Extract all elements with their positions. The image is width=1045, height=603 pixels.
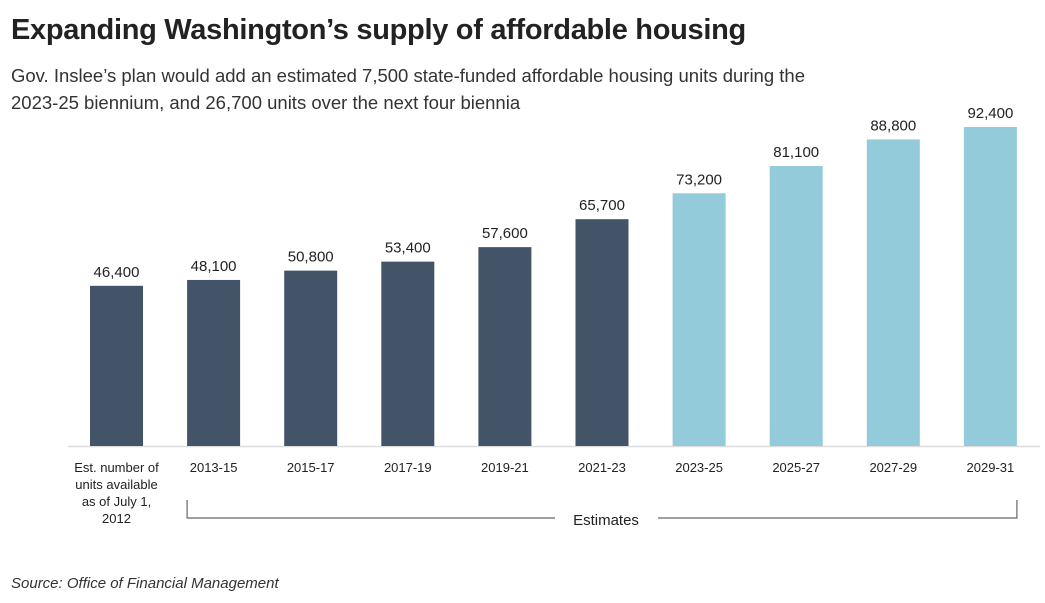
x-tick-label: 2025-27 [772,460,820,475]
data-label: 53,400 [385,240,431,257]
bracket-label: Estimates [573,512,639,529]
x-tick-label: 2021-23 [578,460,626,475]
x-tick-label: 2015-17 [287,460,335,475]
data-label: 88,800 [870,117,916,134]
source-note: Source: Office of Financial Management [11,575,279,592]
data-label: 50,800 [288,249,334,266]
data-label: 48,100 [191,258,237,275]
x-tick-label: 2023-25 [675,460,723,475]
bar [381,261,435,446]
x-tick-label: 2019-21 [481,460,529,475]
bar [963,127,1017,446]
bar [284,270,338,446]
bar [672,193,726,446]
x-tick-label: 2029-31 [967,460,1015,475]
x-tick-label: 2027-29 [869,460,917,475]
data-label: 81,100 [773,144,819,161]
chart-title: Expanding Washington’s supply of afforda… [11,14,746,46]
bar [90,285,143,446]
data-label: 73,200 [676,171,722,188]
data-label: 57,600 [482,225,528,242]
bar [866,139,920,446]
data-label: 65,700 [579,197,625,214]
chart-subtitle: Gov. Inslee’s plan would add an estimate… [11,65,805,113]
bar [478,247,532,446]
data-label: 92,400 [967,105,1013,122]
x-tick-label: Est. number of units available as of July … [74,460,159,526]
x-tick-label: 2017-19 [384,460,432,475]
bar [575,219,629,446]
estimates-bracket [186,500,1018,519]
x-tick-label: 2013-15 [190,460,238,475]
data-label: 46,400 [94,264,140,281]
bar [187,279,241,446]
bar [769,166,823,446]
